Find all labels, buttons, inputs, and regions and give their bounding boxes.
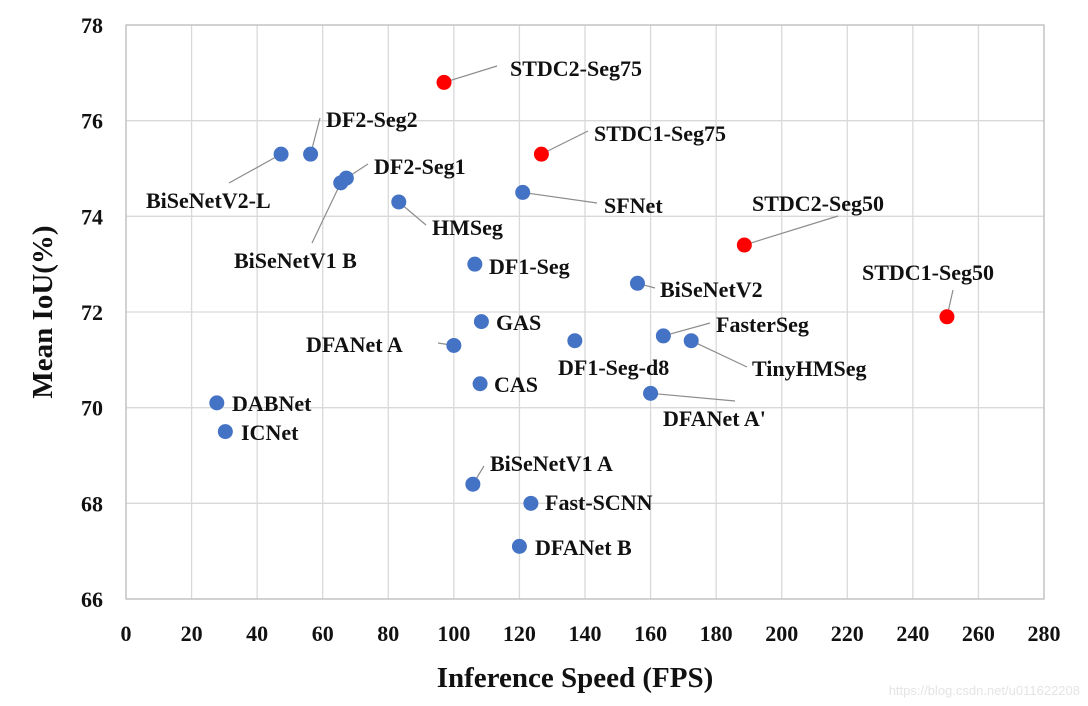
label-cas: CAS: [494, 372, 538, 397]
label-tinyhmseg: TinyHMSeg: [752, 356, 867, 381]
label-bisenetv1-b: BiSeNetV1 B: [234, 248, 357, 273]
x-tick-label: 160: [634, 621, 667, 646]
leader-lines: [228, 65, 954, 485]
point-labels: STDC2-Seg75 STDC1-Seg75 STDC2-Seg50 STDC1-S…: [146, 56, 994, 560]
point-df1-seg-d8: [567, 333, 583, 349]
point-cas: [472, 376, 488, 392]
label-stdc1-seg75: STDC1-Seg75: [594, 121, 726, 146]
y-tick-label: 74: [81, 204, 103, 229]
y-tick-label: 78: [81, 13, 103, 38]
plot-frame: [125, 24, 1045, 600]
leader-bisenetv2-l: [228, 153, 282, 184]
point-fasterseg: [655, 328, 671, 344]
point-bisenetv1-a: [465, 476, 481, 492]
y-tick-label: 72: [81, 300, 103, 325]
label-stdc1-seg50: STDC1-Seg50: [862, 260, 994, 285]
x-tick-label: 140: [569, 621, 602, 646]
label-icnet: ICNet: [241, 420, 299, 445]
leader-dfanet-a: [650, 392, 736, 402]
x-tick-label: 280: [1028, 621, 1061, 646]
point-dfanet-a: [446, 337, 462, 353]
x-tick-label: 0: [121, 621, 132, 646]
point-icnet: [217, 424, 233, 440]
x-tick-label: 40: [246, 621, 268, 646]
point-sfnet: [515, 184, 531, 200]
label-df1-seg: DF1-Seg: [489, 254, 570, 279]
y-axis-title: Mean IoU(%): [27, 225, 59, 398]
label-bisenetv2: BiSeNetV2: [660, 277, 763, 302]
point-dfanet-a: [643, 385, 659, 401]
label-gas: GAS: [496, 310, 541, 335]
point-hmseg: [391, 194, 407, 210]
label-sfnet: SFNet: [604, 193, 663, 218]
label-bisenetv2-l: BiSeNetV2-L: [146, 188, 271, 213]
tick-labels: 0 20 40 60 80 100 120 140 160 180 200 220 240 260 280 6…: [81, 13, 1061, 646]
point-stdc1-seg75: [533, 146, 549, 162]
leader-stdc1-seg75: [541, 130, 589, 155]
x-tick-label: 60: [312, 621, 334, 646]
label-df1-seg-d8: DF1-Seg-d8: [558, 355, 669, 380]
point-gas: [473, 314, 489, 330]
x-tick-label: 240: [896, 621, 929, 646]
label-stdc2-seg75: STDC2-Seg75: [510, 56, 642, 81]
label-dfanet-a: DFANet A': [663, 406, 766, 431]
grid: [125, 24, 1045, 600]
leader-fasterseg: [663, 322, 711, 337]
x-tick-label: 200: [765, 621, 798, 646]
watermark: https://blog.csdn.net/u011622208: [888, 683, 1080, 698]
point-dfanet-b: [511, 538, 527, 554]
point-dabnet: [209, 395, 225, 411]
x-tick-label: 100: [437, 621, 470, 646]
x-tick-label: 20: [181, 621, 203, 646]
x-tick-label: 220: [831, 621, 864, 646]
label-stdc2-seg50: STDC2-Seg50: [752, 191, 884, 216]
x-tick-label: 260: [962, 621, 995, 646]
point-stdc2-seg50: [736, 237, 752, 253]
point-tinyhmseg: [683, 333, 699, 349]
label-bisenetv1-a: BiSeNetV1 A: [490, 451, 613, 476]
label-df2-seg2: DF2-Seg2: [326, 107, 418, 132]
label-dfanet-a: DFANet A: [306, 332, 403, 357]
point-df1-seg: [467, 256, 483, 272]
leader-stdc2-seg75: [443, 65, 498, 83]
y-tick-label: 66: [81, 587, 103, 612]
y-tick-label: 76: [81, 109, 103, 134]
x-tick-label: 120: [503, 621, 536, 646]
data-points: [209, 74, 955, 554]
point-bisenetv1-b: [333, 175, 349, 191]
label-dabnet: DABNet: [232, 391, 312, 416]
point-df2-seg2: [303, 146, 319, 162]
point-bisenetv2-l: [273, 146, 289, 162]
y-tick-label: 70: [81, 396, 103, 421]
point-stdc1-seg50: [939, 309, 955, 325]
leader-bisenetv1-b: [311, 182, 342, 244]
y-tick-label: 68: [81, 491, 103, 516]
label-fasterseg: FasterSeg: [716, 312, 809, 337]
point-bisenetv2: [629, 275, 645, 291]
label-df2-seg1: DF2-Seg1: [374, 154, 466, 179]
label-dfanet-b: DFANet B: [535, 535, 632, 560]
label-fast-scnn: Fast-SCNN: [545, 490, 653, 515]
x-axis-title: Inference Speed (FPS): [437, 662, 714, 694]
leader-tinyhmseg: [690, 340, 748, 368]
x-tick-label: 180: [700, 621, 733, 646]
leader-sfnet: [522, 191, 598, 204]
x-tick-label: 80: [377, 621, 399, 646]
point-fast-scnn: [523, 495, 539, 511]
point-stdc2-seg75: [436, 74, 452, 90]
label-hmseg: HMSeg: [432, 215, 503, 240]
leader-stdc2-seg50: [744, 215, 839, 246]
